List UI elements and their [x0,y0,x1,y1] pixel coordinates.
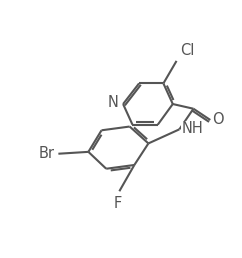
Text: NH: NH [182,121,204,136]
Text: O: O [212,112,223,127]
Text: Cl: Cl [180,43,195,58]
Text: Br: Br [39,146,55,161]
Text: N: N [107,95,118,110]
Text: F: F [114,196,122,211]
